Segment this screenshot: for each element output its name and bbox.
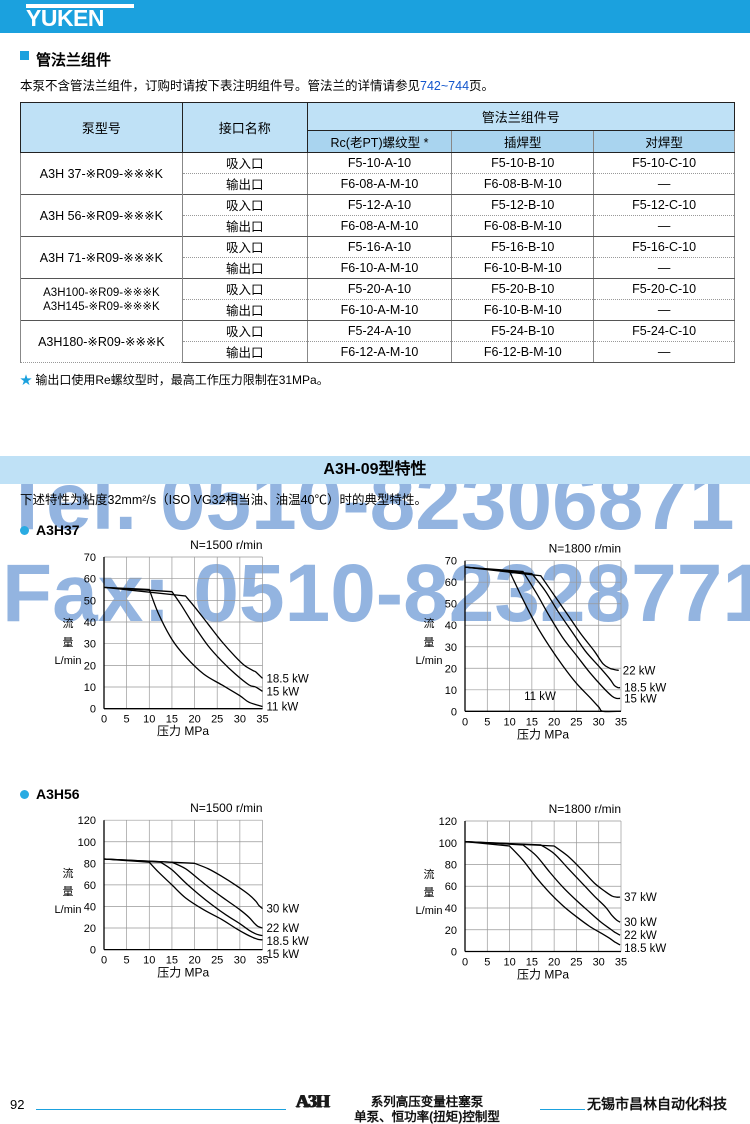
svg-text:18.5 kW: 18.5 kW xyxy=(267,936,309,948)
svg-text:量: 量 xyxy=(424,636,435,649)
svg-text:80: 80 xyxy=(84,858,96,870)
svg-text:L/min: L/min xyxy=(416,905,443,917)
svg-text:22 kW: 22 kW xyxy=(624,930,657,942)
svg-text:量: 量 xyxy=(424,886,435,899)
svg-text:11 kW: 11 kW xyxy=(524,691,556,703)
svg-text:22 kW: 22 kW xyxy=(267,923,300,935)
svg-text:37 kW: 37 kW xyxy=(624,892,657,904)
svg-text:35: 35 xyxy=(256,714,268,726)
svg-text:流: 流 xyxy=(63,866,74,880)
svg-text:压力 MPa: 压力 MPa xyxy=(517,968,569,982)
svg-text:L/min: L/min xyxy=(416,655,443,667)
svg-text:35: 35 xyxy=(615,957,627,969)
svg-text:N=1800 r/min: N=1800 r/min xyxy=(549,542,621,556)
svg-text:10: 10 xyxy=(503,957,515,969)
svg-text:20: 20 xyxy=(445,663,457,675)
svg-text:0: 0 xyxy=(90,704,96,716)
svg-text:30 kW: 30 kW xyxy=(267,904,300,916)
svg-text:35: 35 xyxy=(615,716,627,728)
svg-text:25: 25 xyxy=(570,957,582,969)
svg-text:30: 30 xyxy=(593,957,605,969)
svg-text:N=1500 r/min: N=1500 r/min xyxy=(190,538,262,552)
svg-text:量: 量 xyxy=(63,885,74,898)
svg-text:0: 0 xyxy=(101,714,107,726)
svg-text:5: 5 xyxy=(124,955,130,967)
svg-text:40: 40 xyxy=(445,620,457,632)
svg-text:L/min: L/min xyxy=(55,904,82,916)
svg-text:25: 25 xyxy=(211,714,223,726)
svg-text:40: 40 xyxy=(84,902,96,914)
svg-text:40: 40 xyxy=(445,903,457,915)
svg-text:10: 10 xyxy=(143,955,155,967)
svg-text:40: 40 xyxy=(84,617,96,629)
svg-text:5: 5 xyxy=(484,716,490,728)
svg-text:60: 60 xyxy=(84,880,96,892)
svg-text:量: 量 xyxy=(63,636,74,649)
svg-text:0: 0 xyxy=(451,947,457,959)
svg-text:25: 25 xyxy=(570,716,582,728)
svg-text:流: 流 xyxy=(63,616,74,630)
svg-text:5: 5 xyxy=(124,714,130,726)
svg-text:压力 MPa: 压力 MPa xyxy=(157,724,209,738)
svg-text:60: 60 xyxy=(445,881,457,893)
svg-text:20: 20 xyxy=(445,925,457,937)
svg-text:15 kW: 15 kW xyxy=(624,693,657,705)
svg-text:120: 120 xyxy=(439,816,457,828)
svg-text:流: 流 xyxy=(424,616,435,630)
svg-text:0: 0 xyxy=(451,706,457,718)
svg-text:100: 100 xyxy=(439,838,457,850)
svg-text:50: 50 xyxy=(84,595,96,607)
svg-text:60: 60 xyxy=(445,577,457,589)
svg-text:25: 25 xyxy=(211,955,223,967)
svg-text:20: 20 xyxy=(84,923,96,935)
svg-text:压力 MPa: 压力 MPa xyxy=(157,966,209,980)
svg-text:N=1800 r/min: N=1800 r/min xyxy=(549,802,621,816)
svg-text:压力 MPa: 压力 MPa xyxy=(517,727,569,741)
svg-text:18.5 kW: 18.5 kW xyxy=(624,943,666,955)
svg-text:10: 10 xyxy=(84,682,96,694)
svg-text:0: 0 xyxy=(101,955,107,967)
svg-text:120: 120 xyxy=(78,815,96,827)
svg-text:50: 50 xyxy=(445,599,457,611)
svg-text:30: 30 xyxy=(593,716,605,728)
svg-text:80: 80 xyxy=(445,860,457,872)
svg-text:30: 30 xyxy=(445,642,457,654)
svg-text:70: 70 xyxy=(445,556,457,568)
svg-text:30: 30 xyxy=(84,639,96,651)
svg-text:5: 5 xyxy=(484,957,490,969)
svg-text:30 kW: 30 kW xyxy=(624,917,657,929)
svg-text:18.5 kW: 18.5 kW xyxy=(267,673,309,685)
svg-text:15 kW: 15 kW xyxy=(267,686,300,698)
svg-text:10: 10 xyxy=(503,716,515,728)
svg-text:0: 0 xyxy=(462,957,468,969)
svg-text:70: 70 xyxy=(84,552,96,564)
svg-text:L/min: L/min xyxy=(55,655,82,667)
svg-text:22 kW: 22 kW xyxy=(623,665,656,677)
svg-text:0: 0 xyxy=(462,716,468,728)
svg-text:30: 30 xyxy=(234,955,246,967)
svg-text:0: 0 xyxy=(90,945,96,957)
svg-text:N=1500 r/min: N=1500 r/min xyxy=(190,801,262,815)
svg-text:10: 10 xyxy=(143,714,155,726)
svg-text:60: 60 xyxy=(84,574,96,586)
svg-text:11 kW: 11 kW xyxy=(267,702,299,714)
svg-text:流: 流 xyxy=(424,867,435,881)
svg-text:15 kW: 15 kW xyxy=(267,949,300,961)
svg-text:30: 30 xyxy=(234,714,246,726)
svg-text:10: 10 xyxy=(445,685,457,697)
svg-text:20: 20 xyxy=(84,660,96,672)
svg-text:100: 100 xyxy=(78,837,96,849)
